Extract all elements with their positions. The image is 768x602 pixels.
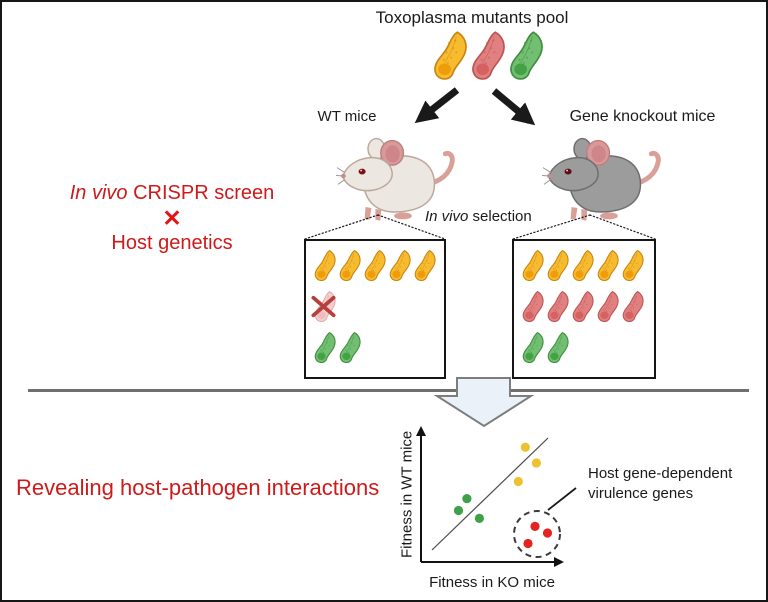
- parasite-row: [522, 331, 654, 364]
- scatter-points-group: [453, 442, 553, 549]
- scatter-point: [523, 538, 533, 549]
- parasite-row: [314, 331, 444, 364]
- yellow-parasite-icon: [597, 249, 620, 282]
- bottom-heading: Revealing host-pathogen interactions: [16, 475, 380, 500]
- yellow-parasite-icon: [622, 249, 645, 282]
- annotation-pointer-line: [547, 487, 577, 511]
- scatter-point: [531, 458, 541, 468]
- green-parasite-icon: [522, 331, 545, 364]
- plot-x-axis-label: Fitness in KO mice: [429, 574, 555, 591]
- pool-title: Toxoplasma mutants pool: [375, 8, 569, 27]
- green-parasite-icon: [509, 29, 545, 82]
- selection-label: In vivo selection: [425, 208, 532, 225]
- red-parasite-icon: [572, 290, 595, 323]
- virulence-genes-annotation: Host gene-dependent virulence genes: [588, 465, 733, 502]
- green-parasite-icon: [339, 331, 362, 364]
- scatter-point: [474, 513, 484, 523]
- red-parasite-icon: [597, 290, 620, 323]
- yellow-parasite-icon: [314, 249, 337, 282]
- diagonal-reference-line: [431, 437, 549, 551]
- branch-arrows: [414, 87, 536, 126]
- parasite-row: [522, 290, 654, 323]
- cross-symbol: ✕: [162, 205, 182, 231]
- red-parasite-icon: [522, 290, 545, 323]
- crispr-screen-line: In vivo CRISPR screen: [37, 182, 307, 205]
- section-divider: [28, 389, 749, 392]
- ko-selection-box: [512, 239, 656, 379]
- scatter-point: [462, 494, 472, 504]
- left-heading: In vivo CRISPR screen ✕ Host genetics: [37, 182, 307, 255]
- scatter-point: [453, 505, 464, 516]
- ko-mice-label: Gene knockout mice: [569, 108, 716, 125]
- selection-text: selection: [468, 208, 532, 225]
- crispr-screen-text: CRISPR screen: [127, 182, 275, 204]
- wt-selection-box: [304, 239, 446, 379]
- arrow-to-wt-mice-icon: [414, 87, 460, 124]
- parasite-row: [314, 249, 444, 282]
- green-parasite-icon: [547, 331, 570, 364]
- yellow-parasite-icon: [339, 249, 362, 282]
- yellow-parasite-icon: [414, 249, 437, 282]
- red-parasite-icon: [547, 290, 570, 323]
- red-parasite-icon: [622, 290, 645, 323]
- yellow-parasite-icon: [433, 29, 469, 82]
- dashed-cluster-circle-icon: [513, 510, 561, 558]
- scatter-point: [520, 442, 530, 452]
- wt-zoom-connector-icon: [304, 214, 446, 240]
- ko-zoom-connector-icon: [512, 214, 656, 240]
- green-parasite-icon: [314, 331, 337, 364]
- red-parasite-icon: [471, 29, 507, 82]
- gray-mouse-illustration: [542, 128, 670, 222]
- red-cross-icon: [311, 295, 336, 318]
- yellow-parasite-icon: [547, 249, 570, 282]
- in-vivo-italic: In vivo: [69, 182, 128, 204]
- down-block-arrow-icon: [433, 377, 535, 428]
- host-genetics-text: Host genetics: [111, 232, 233, 255]
- selection-in-vivo-italic: In vivo: [425, 208, 469, 225]
- scatter-point: [542, 528, 553, 538]
- parasite-row: [522, 249, 654, 282]
- scatter-point: [513, 476, 523, 487]
- parasite-row: [311, 290, 444, 323]
- fitness-scatter-plot: Fitness in KO mice: [416, 426, 577, 591]
- yellow-parasite-icon: [572, 249, 595, 282]
- yellow-parasite-icon: [364, 249, 387, 282]
- wt-mice-label: WT mice: [317, 108, 377, 125]
- mutant-pool-parasites: [433, 29, 545, 82]
- yellow-parasite-icon: [389, 249, 412, 282]
- yellow-parasite-icon: [522, 249, 545, 282]
- arrow-to-ko-mice-icon: [491, 88, 536, 126]
- scatter-point: [530, 521, 540, 531]
- faded-parasite-icon: [311, 290, 337, 323]
